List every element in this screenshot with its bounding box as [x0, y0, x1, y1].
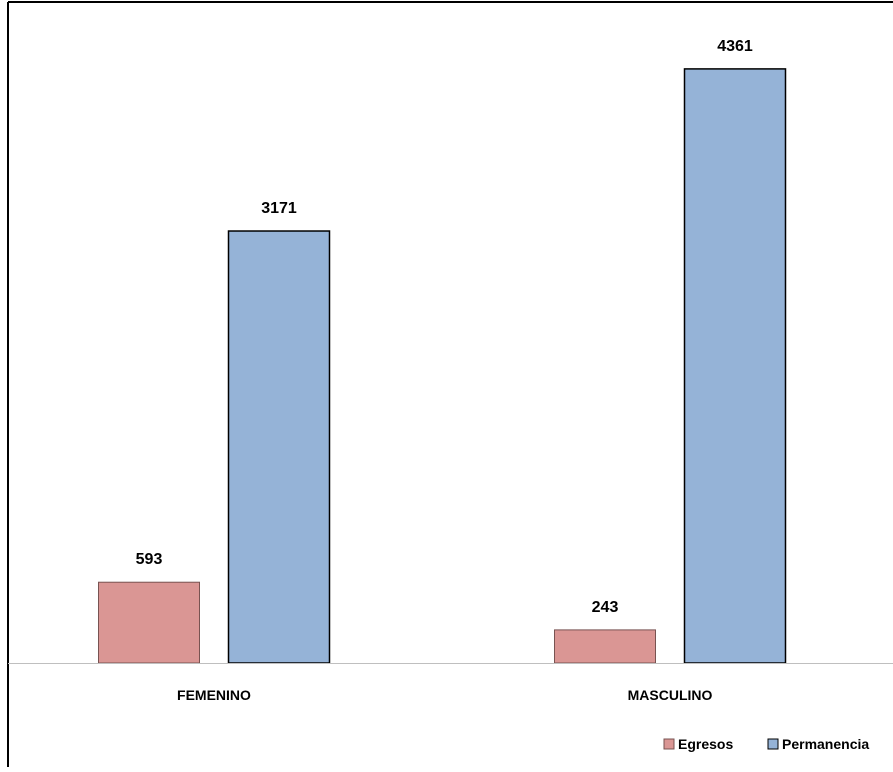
labels-layer: 593 3171 243 4361: [136, 38, 753, 616]
bar-permanencia-masculino: [683, 68, 787, 664]
bar-egresos-masculino: [554, 629, 656, 664]
legend-label-permanencia: Permanencia: [782, 736, 869, 752]
data-label-permanencia-masculino: 4361: [717, 38, 753, 55]
data-label-permanencia-femenino: 3171: [261, 200, 297, 217]
bar-permanencia-femenino: [227, 230, 331, 664]
data-label-egresos-masculino: 243: [592, 599, 619, 616]
data-label-egresos-femenino: 593: [136, 551, 163, 568]
x-tick-label-masculino: MASCULINO: [628, 687, 713, 703]
x-tick-labels: FEMENINO MASCULINO: [177, 687, 712, 703]
bars-layer: [98, 68, 787, 664]
legend: Egresos Permanencia: [663, 736, 869, 752]
x-tick-label-femenino: FEMENINO: [177, 687, 251, 703]
legend-swatch-permanencia: [767, 738, 779, 750]
legend-swatch-egresos: [663, 738, 675, 750]
legend-label-egresos: Egresos: [678, 736, 733, 752]
bar-egresos-femenino: [98, 581, 200, 664]
